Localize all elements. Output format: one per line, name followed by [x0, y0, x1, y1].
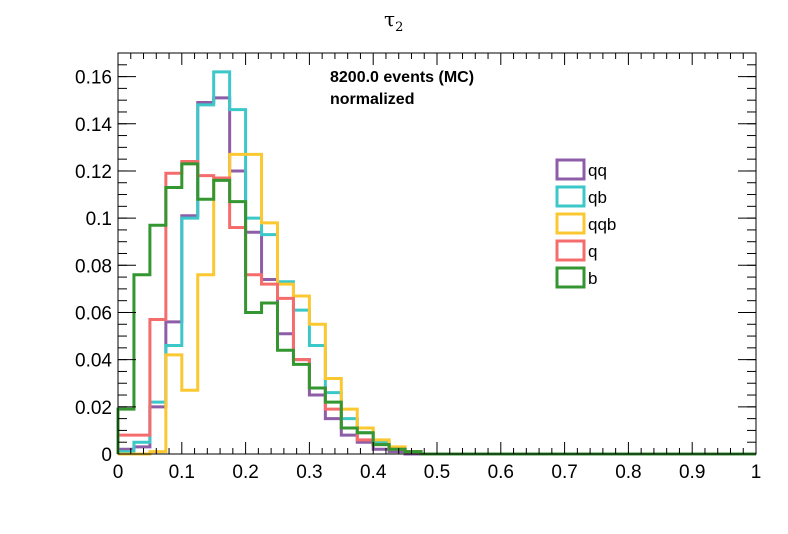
x-tick-label: 0.4 — [360, 462, 387, 483]
legend-swatch-b — [555, 266, 586, 289]
x-tick-label: 1 — [751, 462, 762, 483]
x-tick-label: 0.9 — [679, 462, 705, 483]
annotation-events: 8200.0 events (MC) — [330, 69, 474, 86]
y-tick-label: 0.04 — [75, 351, 112, 372]
chart-title: τ2 — [384, 7, 403, 35]
x-tick-label: 0.3 — [296, 462, 322, 483]
axis-ticks — [117, 52, 757, 455]
x-tick-label: 0.1 — [169, 462, 195, 483]
y-tick-label: 0.06 — [75, 303, 112, 324]
y-tick-label: 0.16 — [75, 68, 112, 89]
x-tick-label: 0.8 — [615, 462, 641, 483]
legend-label-qb: qb — [588, 188, 607, 207]
y-tick-label: 0.1 — [86, 209, 112, 230]
x-tick-label: 0.2 — [232, 462, 258, 483]
x-tick-label: 0 — [113, 462, 124, 483]
y-tick-label: 0.08 — [75, 256, 112, 277]
legend-label-b: b — [588, 269, 597, 288]
legend-swatch-q — [555, 239, 586, 262]
legend-label-q: q — [588, 242, 597, 261]
x-tick-label: 0.6 — [488, 462, 514, 483]
legend-label-qq: qq — [588, 161, 607, 180]
y-tick-label: 0.14 — [75, 115, 112, 136]
y-tick-label: 0 — [101, 445, 112, 466]
x-tick-label: 0.7 — [551, 462, 577, 483]
legend-swatch-qb — [555, 185, 586, 208]
x-tick-label: 0.5 — [424, 462, 450, 483]
legend-label-qqb: qqb — [588, 215, 616, 234]
series-layer — [116, 70, 756, 456]
legend-swatch-qqb — [555, 212, 586, 235]
legend-swatch-qq — [555, 158, 586, 181]
annotation-normalized: normalized — [330, 91, 414, 108]
axis-tick-labels: 0 0.1 0.2 0.3 0.4 0.5 0.6 0.7 0.8 0.9 1 0 0.02 0.04 0.… — [75, 68, 761, 483]
y-tick-label: 0.02 — [75, 398, 112, 419]
y-tick-label: 0.12 — [75, 162, 112, 183]
